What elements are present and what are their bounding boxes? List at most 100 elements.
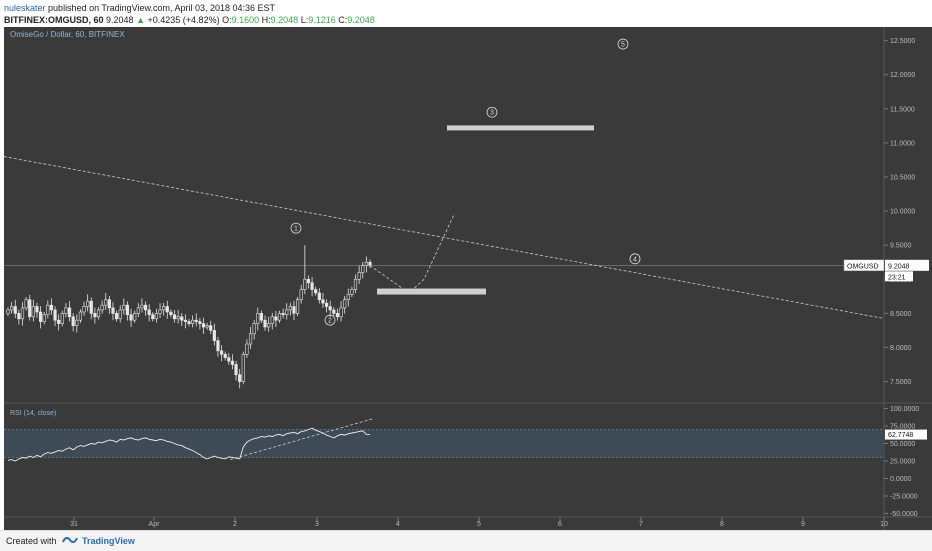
candle [154,308,159,323]
candle-body [24,299,28,309]
countdown-tag-bg [885,271,913,282]
candle-body [303,278,307,290]
candle-body [6,309,10,314]
candle-body [176,316,180,320]
candle [230,354,235,370]
countdown-tag: 23:21 [888,274,906,281]
candle-body [343,299,347,309]
candle-body [86,300,90,307]
candle-body [216,340,220,352]
candle-body [71,316,75,326]
rsi-tick-label: -25.0000 [890,494,918,501]
candle-body [357,272,361,280]
candle [303,245,307,295]
high-value: 9.2048 [270,15,299,25]
projection-path [369,214,455,294]
y-tick-label: 10.5000 [890,175,915,182]
candle-body [35,306,39,313]
x-tick-label: 6 [558,521,562,528]
candle-body [223,353,227,358]
candle-body [281,313,285,316]
candle [71,313,75,332]
candle [245,339,249,359]
x-tick-label: 10 [880,521,888,528]
x-tick-label: 3 [315,521,319,528]
candle-body [183,319,187,322]
candle-body [191,319,195,324]
candle [133,310,137,323]
candle-body [38,311,43,322]
y-tick-label: 8.5000 [890,311,912,318]
rsi-band [4,429,884,458]
candle [343,295,347,314]
candle-body [321,299,325,304]
candle-body [335,313,340,318]
rsi-value-tag-bg [885,429,927,440]
y-tick-label: 8.0000 [890,345,912,352]
x-tick-label: 4 [396,521,400,528]
candle-body [104,299,108,306]
rsi-tick-label: 50.0000 [890,441,915,448]
candle-body [96,309,101,318]
symbol-tag-bg [843,259,885,272]
candle [238,368,242,389]
wave-label-text: 2 [328,318,332,325]
candle [10,301,14,314]
high-label: H: [261,15,271,25]
candle-body [328,306,332,311]
candle [67,301,72,322]
wave-label: 2 [324,314,336,326]
change-value: +0.4235 (+4.82%) [147,15,220,25]
candle [256,307,260,331]
author-link[interactable]: nuleskater [4,3,46,13]
chart-title: OmiseGo / Dollar, 60, BITFINEX [10,30,125,39]
candle [299,284,303,304]
candle-body [64,307,68,314]
wave-label-circle [486,106,498,118]
candle [111,302,115,321]
candle [267,316,271,332]
rsi-tick-label: 75.0000 [890,424,915,431]
candle [176,309,180,324]
candle [364,256,368,273]
open-label: O: [222,15,232,25]
candle-body [350,289,354,295]
chart-canvas[interactable]: OmiseGo / Dollar, 60, BITFINEX 12.500012… [4,27,932,530]
candle-body [136,307,140,314]
candle [17,309,21,325]
candle-body [270,316,274,324]
candle-body [353,278,358,290]
tradingview-brand[interactable]: TradingView [82,536,135,546]
candle-body [306,278,311,283]
candle-body [201,323,206,328]
candle-body [172,314,177,320]
header-line-1: nuleskater published on TradingView.com,… [4,2,375,14]
rsi-title: RSI (14, close) [10,410,56,417]
candle [205,322,209,330]
candle-body [361,265,365,273]
candle [281,308,285,319]
y-tick-label: 10.0000 [890,209,915,216]
candle [234,360,238,381]
candle [227,352,231,365]
candle-body [252,323,256,335]
rsi-value-tag: 62.7748 [888,432,913,439]
candle [93,307,97,324]
candle [169,309,173,318]
candle-body [292,306,296,314]
chart-area[interactable]: OmiseGo / Dollar, 60, BITFINEX 12.5000 12… [4,27,932,530]
candle [49,298,54,315]
candle-body [245,343,249,355]
candle [107,295,111,314]
symbol-tag: OMGUSD [847,263,879,270]
candle-body [219,350,224,355]
candle-body [111,307,115,314]
candle [328,300,332,317]
candle-body [288,306,292,311]
candle [324,299,329,313]
candle [274,310,278,327]
candle [339,301,343,322]
rsi-line [7,427,371,462]
candle [24,297,28,311]
candle-body [194,319,198,322]
